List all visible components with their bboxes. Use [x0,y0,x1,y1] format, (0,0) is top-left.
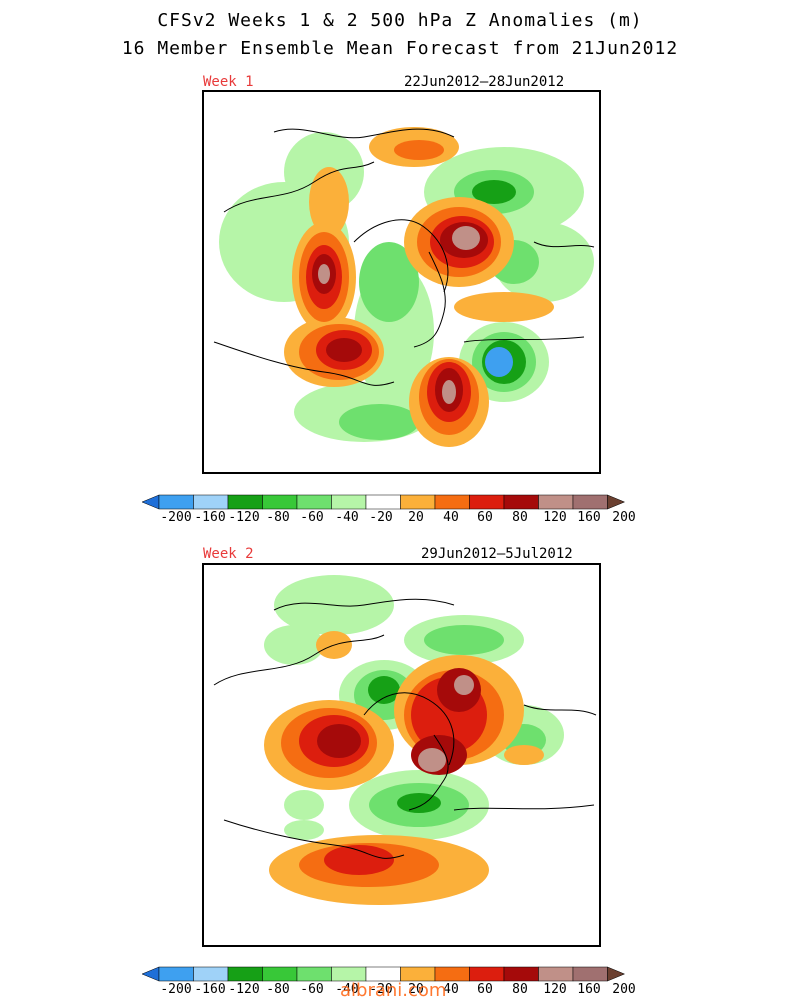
colorbar-swatch [193,494,229,510]
week1-date-range: 22Jun2012—28Jun2012 [404,74,565,90]
colorbar-label: 200 [612,510,636,525]
colorbar-swatch [572,966,608,982]
week2-label: Week 2 [203,546,254,562]
colorbar-arrow-high [607,966,626,982]
colorbar-swatch [400,966,436,982]
colorbar-swatch [434,966,470,982]
week1-map [202,90,601,474]
colorbar-swatch [158,966,194,982]
colorbar-label: 20 [408,510,424,525]
colorbar-label: 20 [408,982,424,997]
colorbar-swatch [193,966,229,982]
colorbar-label: -120 [228,982,260,997]
colorbar-swatch [572,494,608,510]
week2-map [202,563,601,947]
colorbar-label: 160 [577,982,601,997]
colorbar-label: -60 [300,982,324,997]
colorbar-label: -80 [266,510,290,525]
colorbar-arrow-low [141,966,160,982]
week2-coastlines [213,598,597,859]
colorbar-label: 120 [543,510,567,525]
colorbar-swatch [262,966,298,982]
colorbar-swatch [503,494,539,510]
colorbar-swatch [503,966,539,982]
colorbar-swatch [365,966,401,982]
colorbar-swatch [296,494,332,510]
colorbar-label: -120 [228,510,260,525]
colorbar-swatch [331,494,367,510]
week2-date-range: 29Jun2012—5Jul2012 [421,546,573,562]
colorbar-label: 200 [612,982,636,997]
colorbar-swatch [538,494,574,510]
colorbar-swatches [141,966,626,982]
watermark-text: albrani.com [340,980,447,1001]
week2-positive-anomalies [264,631,544,905]
colorbar-label: -60 [300,510,324,525]
chart-title: CFSv2 Weeks 1 & 2 500 hPa Z Anomalies (m… [157,10,643,31]
colorbar-labels: -200 -160 -120 -80 -60 -40 -20 20 40 60 … [142,510,660,525]
colorbar-swatch [538,966,574,982]
colorbar-swatch [227,966,263,982]
week1-label: Week 1 [203,74,254,90]
colorbar-label: -20 [369,510,393,525]
colorbar-swatch [227,494,263,510]
colorbar-week1: -200 -160 -120 -80 -60 -40 -20 20 40 60 … [141,494,660,525]
week1-coastlines [213,128,595,386]
colorbar-swatch [296,966,332,982]
colorbar-label: 60 [477,510,493,525]
colorbar-swatch [400,494,436,510]
colorbar-label: -200 [160,982,192,997]
colorbar-label: -40 [335,510,359,525]
colorbar-label: 60 [477,982,493,997]
colorbar-swatch [331,966,367,982]
colorbar-label: 160 [577,510,601,525]
colorbar-label: -20 [369,982,393,997]
colorbar-arrow-low [141,494,160,510]
week1-positive-anomalies [284,127,554,447]
colorbar-swatch [469,494,505,510]
colorbar-swatch [262,494,298,510]
colorbar-label: -160 [194,510,226,525]
colorbar-label: -40 [335,982,359,997]
colorbar-labels: -200 -160 -120 -80 -60 -40 -20 20 40 60 … [142,982,660,997]
colorbar-label: -200 [160,510,192,525]
colorbar-arrow-high [607,494,626,510]
colorbar-label: 80 [512,982,528,997]
colorbar-label: -160 [194,982,226,997]
colorbar-swatch [365,494,401,510]
colorbar-label: 40 [443,510,459,525]
colorbar-swatch [469,966,505,982]
colorbar-swatches [141,494,626,510]
colorbar-swatch [434,494,470,510]
chart-subtitle: 16 Member Ensemble Mean Forecast from 21… [121,38,679,59]
colorbar-swatch [158,494,194,510]
colorbar-label: 40 [443,982,459,997]
colorbar-label: 80 [512,510,528,525]
colorbar-week2: -200 -160 -120 -80 -60 -40 -20 20 40 60 … [141,966,660,997]
colorbar-label: 120 [543,982,567,997]
colorbar-label: -80 [266,982,290,997]
